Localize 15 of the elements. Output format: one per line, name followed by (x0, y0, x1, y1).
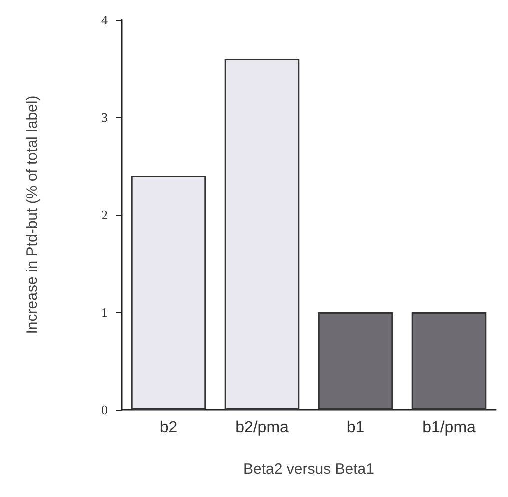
bar (224, 59, 300, 410)
bar (318, 312, 394, 410)
bar (412, 312, 487, 410)
y-tick-label: 1 (102, 305, 108, 320)
x-tick-label: b2 (160, 420, 178, 436)
y-tick-label: 2 (102, 208, 108, 222)
bar (131, 176, 206, 410)
x-tick-label: b1 (346, 420, 365, 436)
y-axis-title: Increase in Ptd-but (% of total label) (24, 96, 41, 334)
x-axis-title: Beta2 versus Beta1 (244, 461, 374, 478)
x-tick-label: b2/pma (236, 420, 290, 436)
x-tick-label: b1/pma (422, 420, 476, 436)
y-tick-label: 4 (102, 12, 108, 28)
y-tick-label: 0 (102, 402, 108, 418)
y-tick-label: 3 (102, 110, 108, 125)
